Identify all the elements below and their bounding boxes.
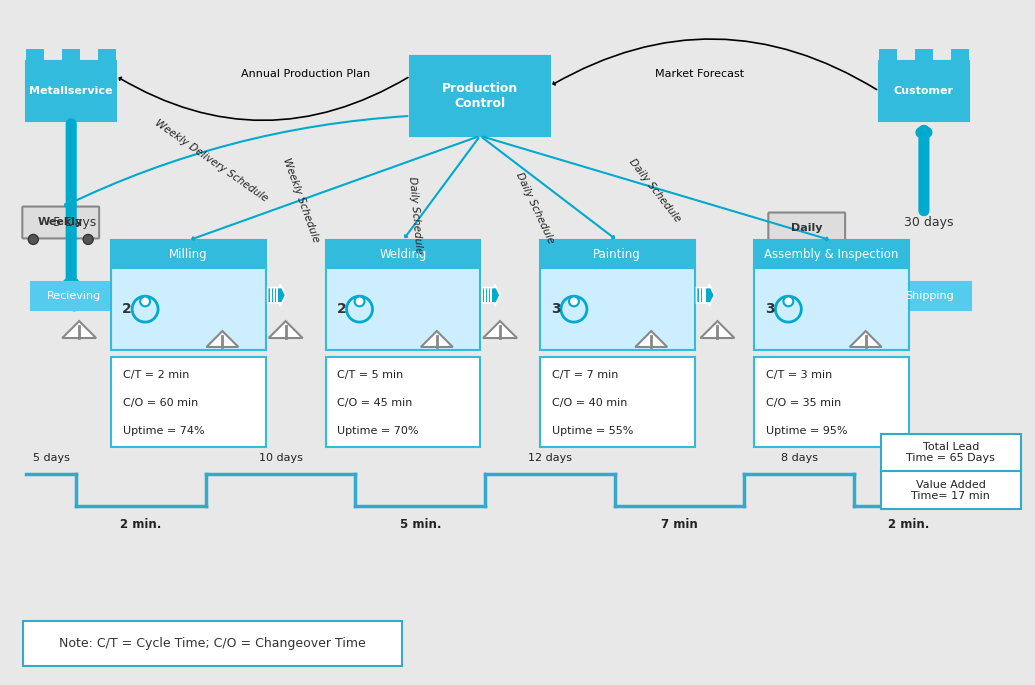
FancyBboxPatch shape	[879, 61, 969, 121]
Text: Weekly Schedule: Weekly Schedule	[280, 157, 321, 244]
Polygon shape	[206, 331, 238, 347]
Text: Milling: Milling	[169, 248, 208, 261]
FancyBboxPatch shape	[31, 282, 116, 310]
Circle shape	[83, 234, 93, 245]
FancyBboxPatch shape	[768, 212, 846, 245]
Text: C/T = 7 min: C/T = 7 min	[552, 370, 618, 380]
FancyBboxPatch shape	[881, 434, 1021, 471]
Polygon shape	[697, 284, 714, 306]
FancyBboxPatch shape	[111, 269, 266, 350]
FancyBboxPatch shape	[881, 471, 1021, 510]
Text: 2: 2	[336, 302, 347, 316]
Text: C/O = 45 min: C/O = 45 min	[337, 398, 413, 408]
FancyBboxPatch shape	[111, 240, 266, 269]
Text: 5 days: 5 days	[33, 453, 69, 462]
Text: Note: C/T = Cycle Time; C/O = Changeover Time: Note: C/T = Cycle Time; C/O = Changeover…	[59, 637, 366, 650]
Text: C/O = 60 min: C/O = 60 min	[123, 398, 199, 408]
Polygon shape	[850, 331, 882, 347]
Text: 30 days: 30 days	[964, 453, 1008, 462]
Text: Total Lead
Time = 65 Days: Total Lead Time = 65 Days	[907, 442, 996, 463]
Circle shape	[569, 297, 579, 306]
Polygon shape	[635, 331, 668, 347]
FancyBboxPatch shape	[755, 240, 909, 269]
Text: Daily: Daily	[791, 223, 823, 234]
Text: Daily Schedule: Daily Schedule	[407, 177, 423, 255]
Bar	[915, 49, 933, 61]
Polygon shape	[421, 331, 452, 347]
Text: 5 Days: 5 Days	[53, 216, 96, 229]
FancyBboxPatch shape	[326, 240, 480, 269]
Text: Uptime = 95%: Uptime = 95%	[766, 425, 848, 436]
Bar	[879, 49, 897, 61]
Text: Annual Production Plan: Annual Production Plan	[241, 69, 371, 79]
Circle shape	[829, 240, 839, 251]
Polygon shape	[269, 321, 302, 338]
Circle shape	[347, 296, 373, 322]
Text: 7 min: 7 min	[661, 519, 698, 532]
Bar	[62, 49, 80, 61]
Polygon shape	[482, 284, 500, 306]
Bar	[98, 49, 116, 61]
Text: Weekly Delivery Schedule: Weekly Delivery Schedule	[152, 118, 269, 203]
FancyBboxPatch shape	[540, 357, 694, 447]
Polygon shape	[62, 321, 96, 338]
FancyBboxPatch shape	[889, 282, 971, 310]
Text: Assembly & Inspection: Assembly & Inspection	[765, 248, 898, 261]
Polygon shape	[483, 321, 518, 338]
FancyBboxPatch shape	[23, 207, 99, 238]
FancyBboxPatch shape	[326, 269, 480, 350]
Text: 12 days: 12 days	[528, 453, 572, 462]
Text: Painting: Painting	[593, 248, 641, 261]
Text: Weekly: Weekly	[38, 218, 84, 227]
Text: 30 days: 30 days	[905, 216, 953, 229]
FancyBboxPatch shape	[111, 357, 266, 447]
Text: Uptime = 55%: Uptime = 55%	[552, 425, 633, 436]
Text: Market Forecast: Market Forecast	[655, 69, 744, 79]
Text: 2: 2	[122, 302, 132, 316]
Text: Daily Schedule: Daily Schedule	[627, 157, 682, 224]
Polygon shape	[701, 321, 735, 338]
Text: C/T = 5 min: C/T = 5 min	[337, 370, 404, 380]
Text: C/T = 3 min: C/T = 3 min	[766, 370, 832, 380]
Circle shape	[132, 296, 158, 322]
Bar	[951, 49, 969, 61]
Circle shape	[355, 297, 364, 306]
Text: Recieving: Recieving	[47, 291, 100, 301]
Text: 2 min.: 2 min.	[888, 519, 929, 532]
FancyBboxPatch shape	[540, 240, 694, 269]
Circle shape	[783, 297, 793, 306]
FancyBboxPatch shape	[24, 621, 403, 666]
Circle shape	[561, 296, 587, 322]
FancyBboxPatch shape	[410, 56, 550, 136]
Text: Customer: Customer	[894, 86, 954, 96]
Circle shape	[140, 297, 150, 306]
Text: Uptime = 74%: Uptime = 74%	[123, 425, 205, 436]
Text: Welding: Welding	[379, 248, 426, 261]
Text: C/O = 40 min: C/O = 40 min	[552, 398, 627, 408]
Circle shape	[774, 240, 785, 251]
Circle shape	[775, 296, 801, 322]
Text: 2 min.: 2 min.	[120, 519, 161, 532]
Text: C/T = 2 min: C/T = 2 min	[123, 370, 189, 380]
Text: 3: 3	[552, 302, 561, 316]
Text: C/O = 35 min: C/O = 35 min	[766, 398, 841, 408]
FancyBboxPatch shape	[755, 357, 909, 447]
Text: 8 days: 8 days	[780, 453, 818, 462]
FancyBboxPatch shape	[326, 357, 480, 447]
FancyBboxPatch shape	[26, 61, 116, 121]
Text: Shipping: Shipping	[906, 291, 954, 301]
Text: 3: 3	[766, 302, 775, 316]
Polygon shape	[268, 284, 286, 306]
Text: 10 days: 10 days	[259, 453, 302, 462]
Text: Value Added
Time= 17 min: Value Added Time= 17 min	[912, 479, 990, 501]
Text: Production
Control: Production Control	[442, 82, 519, 110]
FancyBboxPatch shape	[755, 269, 909, 350]
Text: 5 min.: 5 min.	[400, 519, 441, 532]
Text: Metallservice: Metallservice	[29, 86, 113, 96]
Bar	[26, 49, 45, 61]
FancyBboxPatch shape	[540, 269, 694, 350]
Text: Daily Schedule: Daily Schedule	[514, 171, 556, 245]
Text: Uptime = 70%: Uptime = 70%	[337, 425, 419, 436]
Circle shape	[28, 234, 38, 245]
